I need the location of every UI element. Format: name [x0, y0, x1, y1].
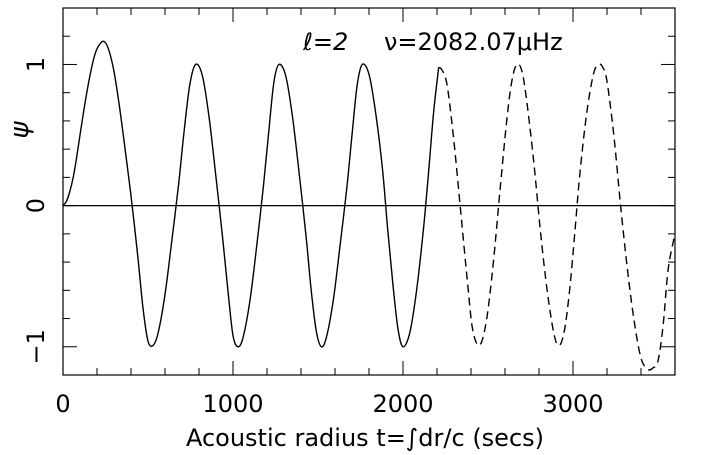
tick-labels: 0 1000 2000 3000−101	[22, 57, 604, 418]
series-line-dashed	[438, 63, 676, 371]
y-axis-label: ψ	[5, 121, 35, 139]
x-tick-label: 1000	[202, 390, 263, 418]
x-tick-label: 3000	[542, 390, 603, 418]
annotation-frequency: ν=2082.07μHz	[384, 28, 563, 56]
y-tick-label: 1	[22, 57, 50, 72]
x-tick-label: 2000	[372, 390, 433, 418]
x-axis-label: Acoustic radius t=∫dr/c (secs)	[186, 424, 544, 452]
annotation-degree: ℓ=2	[302, 28, 348, 56]
y-tick-label: 0	[22, 198, 50, 213]
x-tick-label: 0	[55, 390, 70, 418]
axis-ticks	[62, 7, 676, 375]
plot-frame	[62, 7, 676, 376]
series-line-solid	[62, 40, 440, 348]
y-tick-label: −1	[22, 329, 50, 364]
series-group	[62, 40, 676, 371]
